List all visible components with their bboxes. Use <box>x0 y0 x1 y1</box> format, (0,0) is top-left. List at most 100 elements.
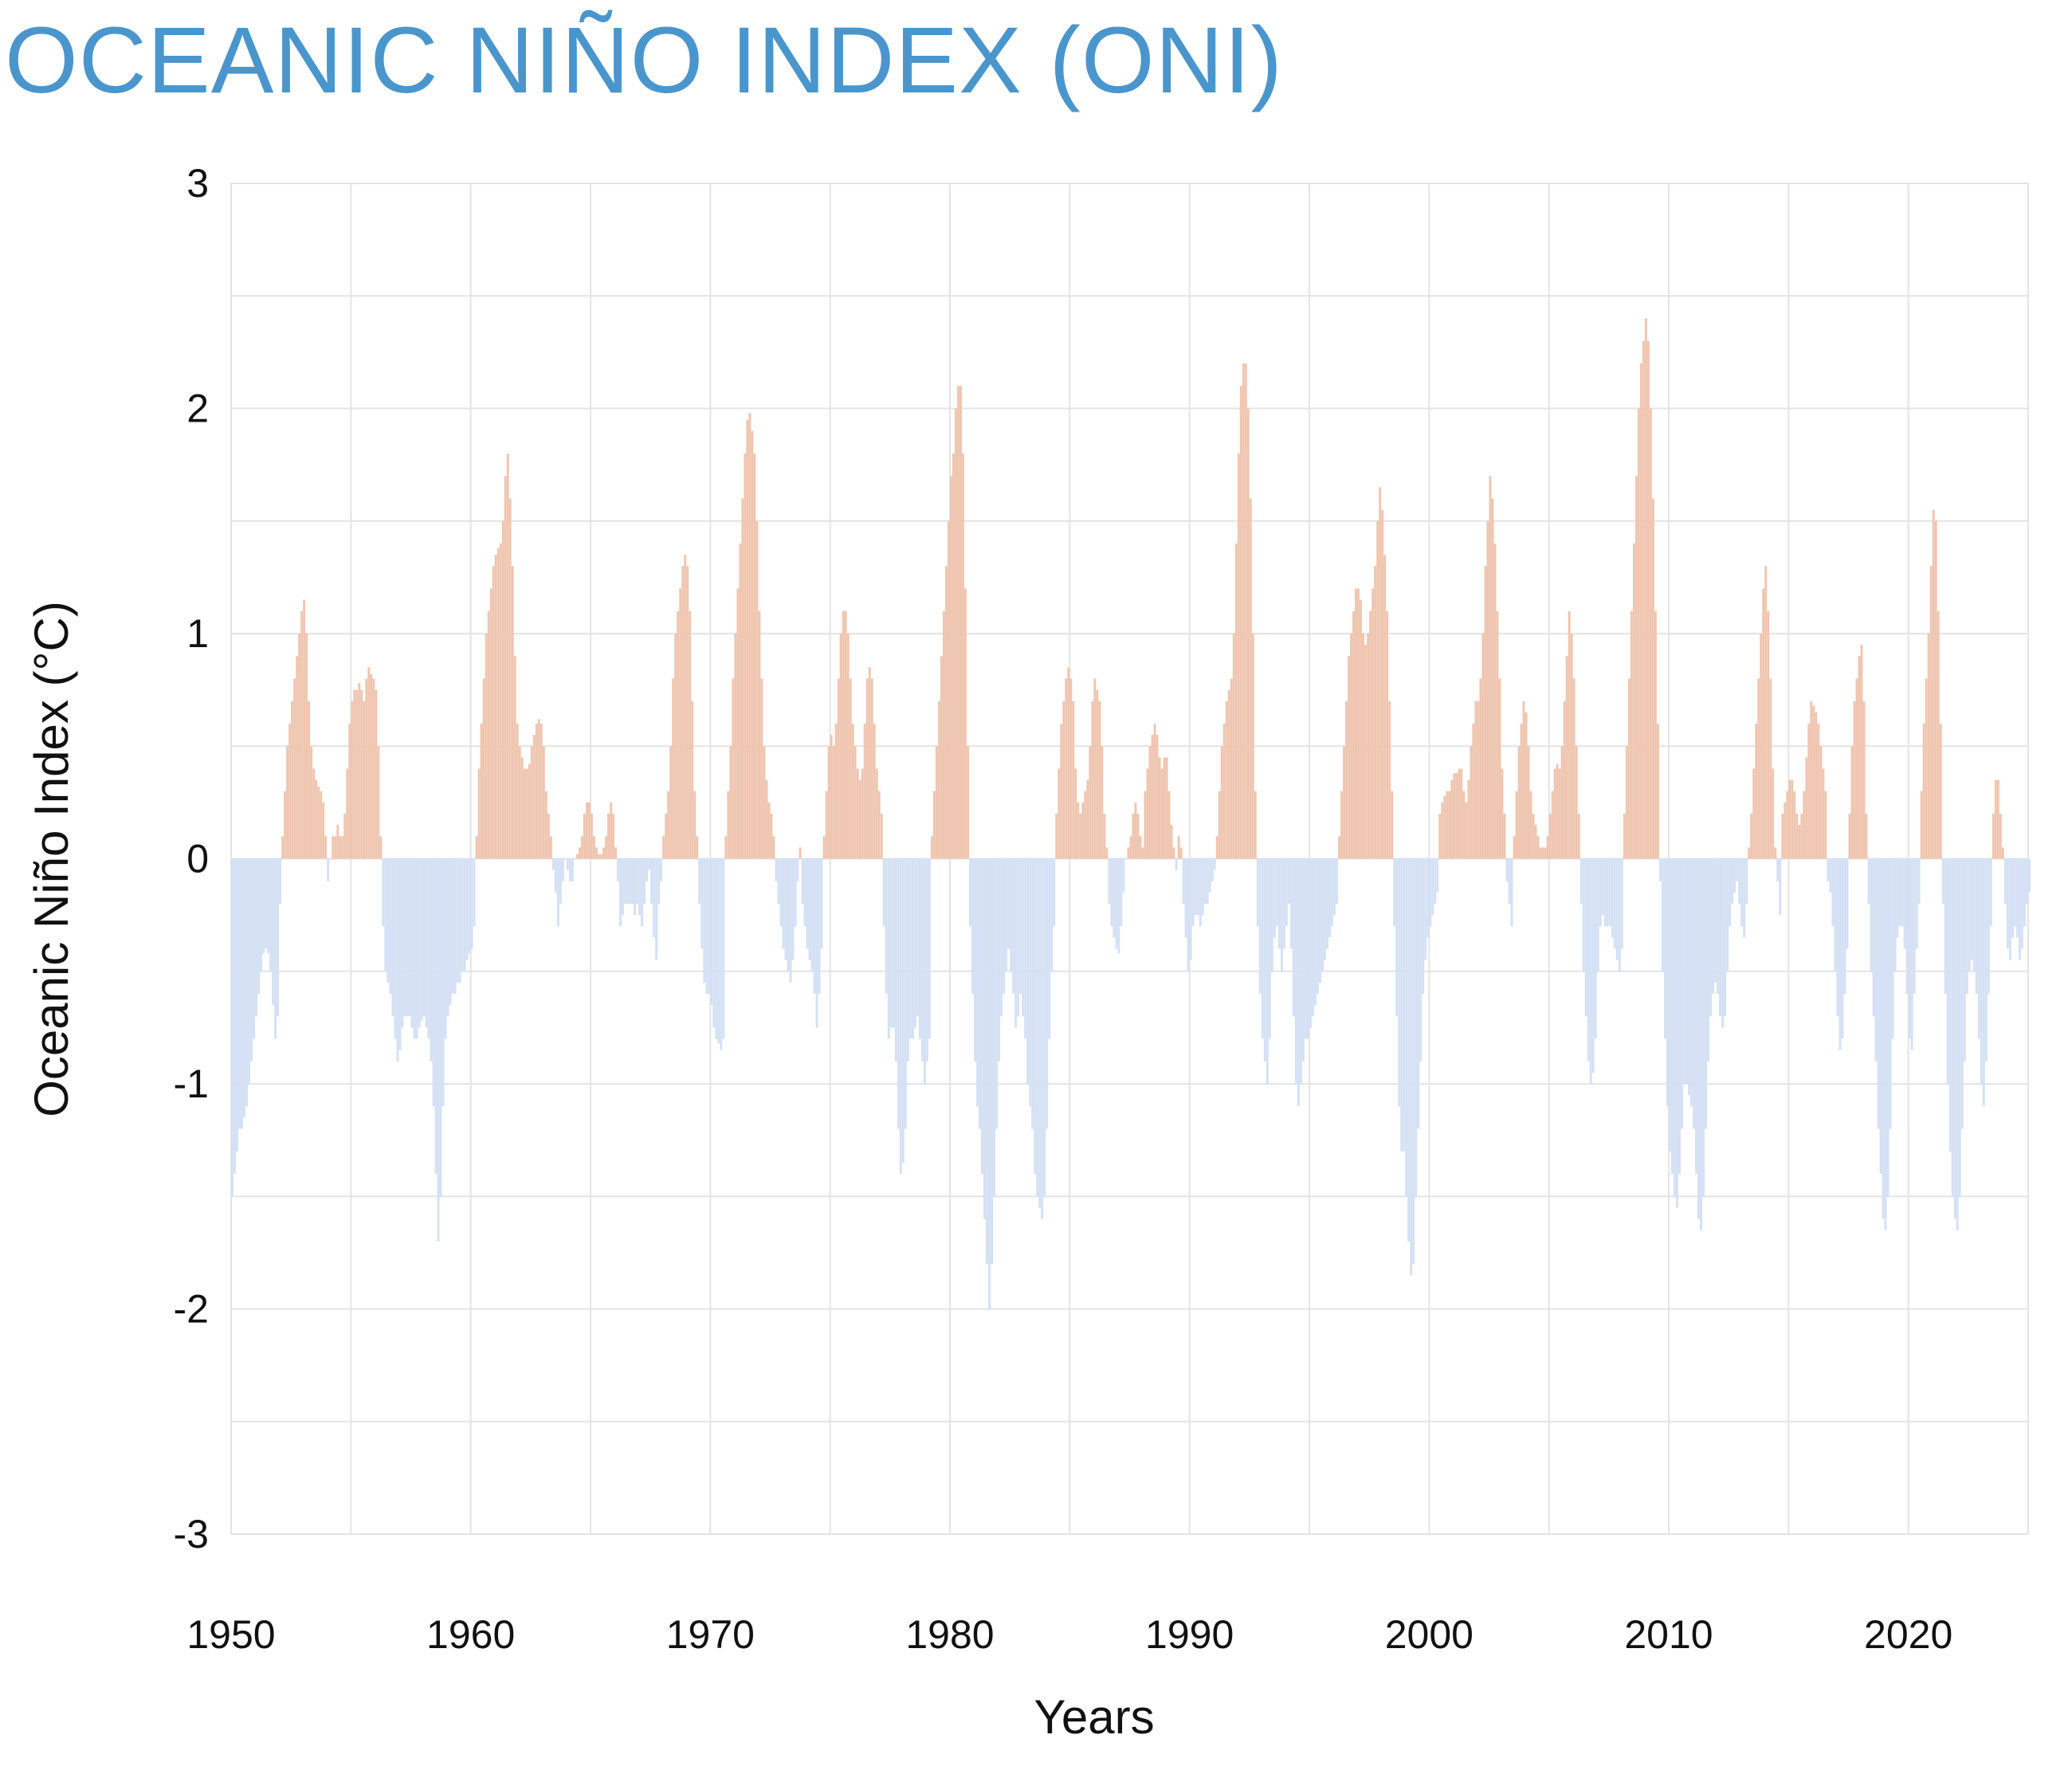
bar-positive <box>846 634 850 859</box>
bar-negative <box>1050 858 1054 971</box>
bar-negative <box>1896 858 1899 938</box>
bar-positive <box>861 768 864 859</box>
bar-positive <box>523 768 526 859</box>
bar-negative <box>444 858 447 1039</box>
bar-positive <box>1996 779 1999 859</box>
bar-negative <box>1053 858 1056 927</box>
bar-negative <box>1429 858 1432 927</box>
bar-positive <box>310 746 313 859</box>
bar-positive <box>341 836 344 859</box>
bar-positive <box>1460 768 1463 859</box>
bar-positive <box>1541 847 1544 859</box>
bar-negative <box>646 858 649 881</box>
bar-positive <box>1634 476 1638 859</box>
bar-negative <box>1191 858 1195 927</box>
bar-negative <box>1946 858 1949 1084</box>
bar-negative <box>2028 858 2031 893</box>
bar-negative <box>991 858 993 1264</box>
bar-negative <box>236 858 238 1152</box>
bar-negative <box>892 858 895 1028</box>
bar-positive <box>293 678 296 859</box>
bar-positive <box>1355 588 1358 859</box>
bar-negative <box>1841 858 1844 1039</box>
x-tick-label: 1960 <box>426 1612 515 1657</box>
bar-negative <box>1915 858 1918 949</box>
bar-negative <box>465 858 469 960</box>
bar-negative <box>1434 858 1437 904</box>
bar-negative <box>1203 858 1207 904</box>
bar-negative <box>1608 858 1611 927</box>
bar-positive <box>1932 509 1935 859</box>
bar-positive <box>1132 814 1135 859</box>
bar-positive <box>1163 757 1166 859</box>
bar-positive <box>1160 768 1164 859</box>
bar-positive <box>602 847 605 859</box>
bar-positive <box>1637 408 1640 859</box>
bar-negative <box>698 858 701 904</box>
bar-negative <box>387 858 390 983</box>
bar-positive <box>684 555 687 859</box>
bar-positive <box>1388 701 1391 859</box>
bar-positive <box>1379 487 1382 859</box>
bar-positive <box>1124 858 1128 859</box>
bar-negative <box>245 858 248 1107</box>
bar-negative <box>260 858 262 971</box>
bar-negative <box>1989 858 1992 927</box>
bar-positive <box>1242 363 1245 859</box>
bar-positive <box>1081 802 1085 859</box>
y-tick-label: -2 <box>174 1287 209 1332</box>
bar-negative <box>1908 858 1911 1039</box>
bar-positive <box>1824 791 1827 859</box>
bar-positive <box>693 791 697 859</box>
bar-negative <box>648 858 651 870</box>
bar-positive <box>1348 656 1350 859</box>
bar-positive <box>372 678 375 859</box>
bar-negative <box>279 858 282 904</box>
bar-negative <box>1683 858 1685 1084</box>
bar-negative <box>1726 858 1729 971</box>
bar-positive <box>830 735 833 859</box>
bar-negative <box>655 858 658 960</box>
bar-negative <box>2003 858 2007 904</box>
bar-positive <box>1513 836 1516 859</box>
bar-negative <box>432 858 435 1107</box>
bar-negative <box>813 858 816 994</box>
bar-negative <box>272 858 274 1006</box>
bar-negative <box>887 858 890 1039</box>
bar-negative <box>1697 858 1700 1219</box>
bar-negative <box>1982 858 1985 1107</box>
bar-positive <box>1148 746 1152 859</box>
bar-positive <box>1230 678 1233 859</box>
bar-negative <box>1879 858 1882 1174</box>
bar-negative <box>1690 858 1693 1107</box>
bar-positive <box>1544 847 1547 859</box>
bar-positive <box>1791 779 1794 859</box>
bar-positive <box>1654 610 1657 859</box>
bar-negative <box>1970 858 1973 960</box>
bar-negative <box>1187 858 1190 971</box>
bar-positive <box>1477 701 1480 859</box>
bar-positive <box>1927 634 1930 859</box>
bar-positive <box>849 678 852 859</box>
bar-negative <box>789 858 792 983</box>
bar-negative <box>775 858 778 881</box>
bar-positive <box>334 836 337 859</box>
bar-negative <box>449 858 452 1006</box>
bar-positive <box>516 724 519 859</box>
bar-positive <box>667 791 670 859</box>
bar-negative <box>269 858 272 971</box>
bar-positive <box>868 667 871 859</box>
bar-negative <box>705 858 708 994</box>
bar-negative <box>401 858 404 1028</box>
bar-positive <box>1862 701 1866 859</box>
bar-negative <box>791 858 795 960</box>
bar-negative <box>1913 858 1916 994</box>
bar-negative <box>1189 858 1192 960</box>
bar-negative <box>1663 858 1666 1039</box>
bar-positive <box>1062 701 1065 859</box>
bar-positive <box>1470 746 1473 859</box>
bar-positive <box>1484 566 1487 859</box>
bar-positive <box>1372 588 1375 859</box>
bar-negative <box>1584 858 1587 1017</box>
